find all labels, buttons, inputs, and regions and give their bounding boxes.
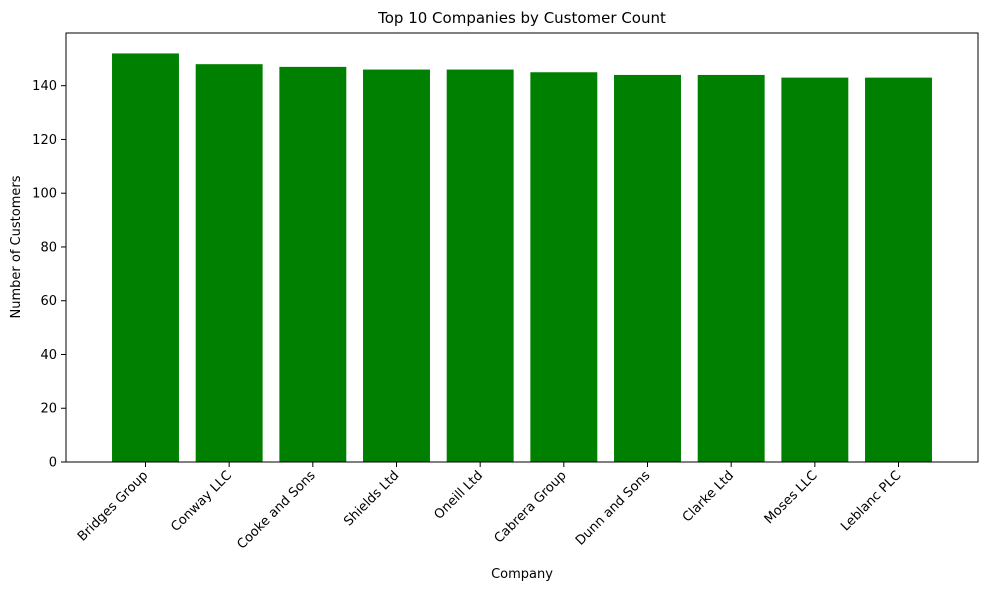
y-tick-label: 0 — [49, 456, 57, 471]
bar-moses-llc — [781, 77, 849, 462]
y-tick-label: 140 — [32, 79, 57, 94]
bar-shields-ltd — [363, 69, 430, 462]
y-tick-label: 60 — [40, 294, 57, 309]
y-tick-label: 20 — [40, 402, 57, 417]
bar-clarke-ltd — [697, 74, 765, 463]
y-axis-ticks: 0 20 40 60 80 100 120 140 — [32, 79, 66, 471]
bars-group — [112, 53, 932, 463]
bar-cabrera-group — [530, 72, 598, 463]
y-tick-label: 40 — [40, 348, 57, 363]
y-tick-label: 80 — [40, 240, 57, 255]
y-tick-label: 120 — [32, 133, 57, 148]
y-tick-label: 100 — [32, 187, 57, 202]
chart-title: Top 10 Companies by Customer Count — [377, 9, 666, 27]
bar-cooke-and-sons — [279, 66, 347, 463]
x-axis-label: Company — [491, 567, 553, 582]
bar-leblanc-plc — [865, 77, 932, 462]
bar-bridges-group — [112, 53, 179, 463]
bar-dunn-and-sons — [614, 74, 681, 463]
plot-frame — [65, 32, 979, 463]
bar-conway-llc — [195, 64, 263, 462]
y-axis-label: Number of Customers — [9, 175, 24, 318]
bar-oneill-ltd — [446, 69, 514, 462]
